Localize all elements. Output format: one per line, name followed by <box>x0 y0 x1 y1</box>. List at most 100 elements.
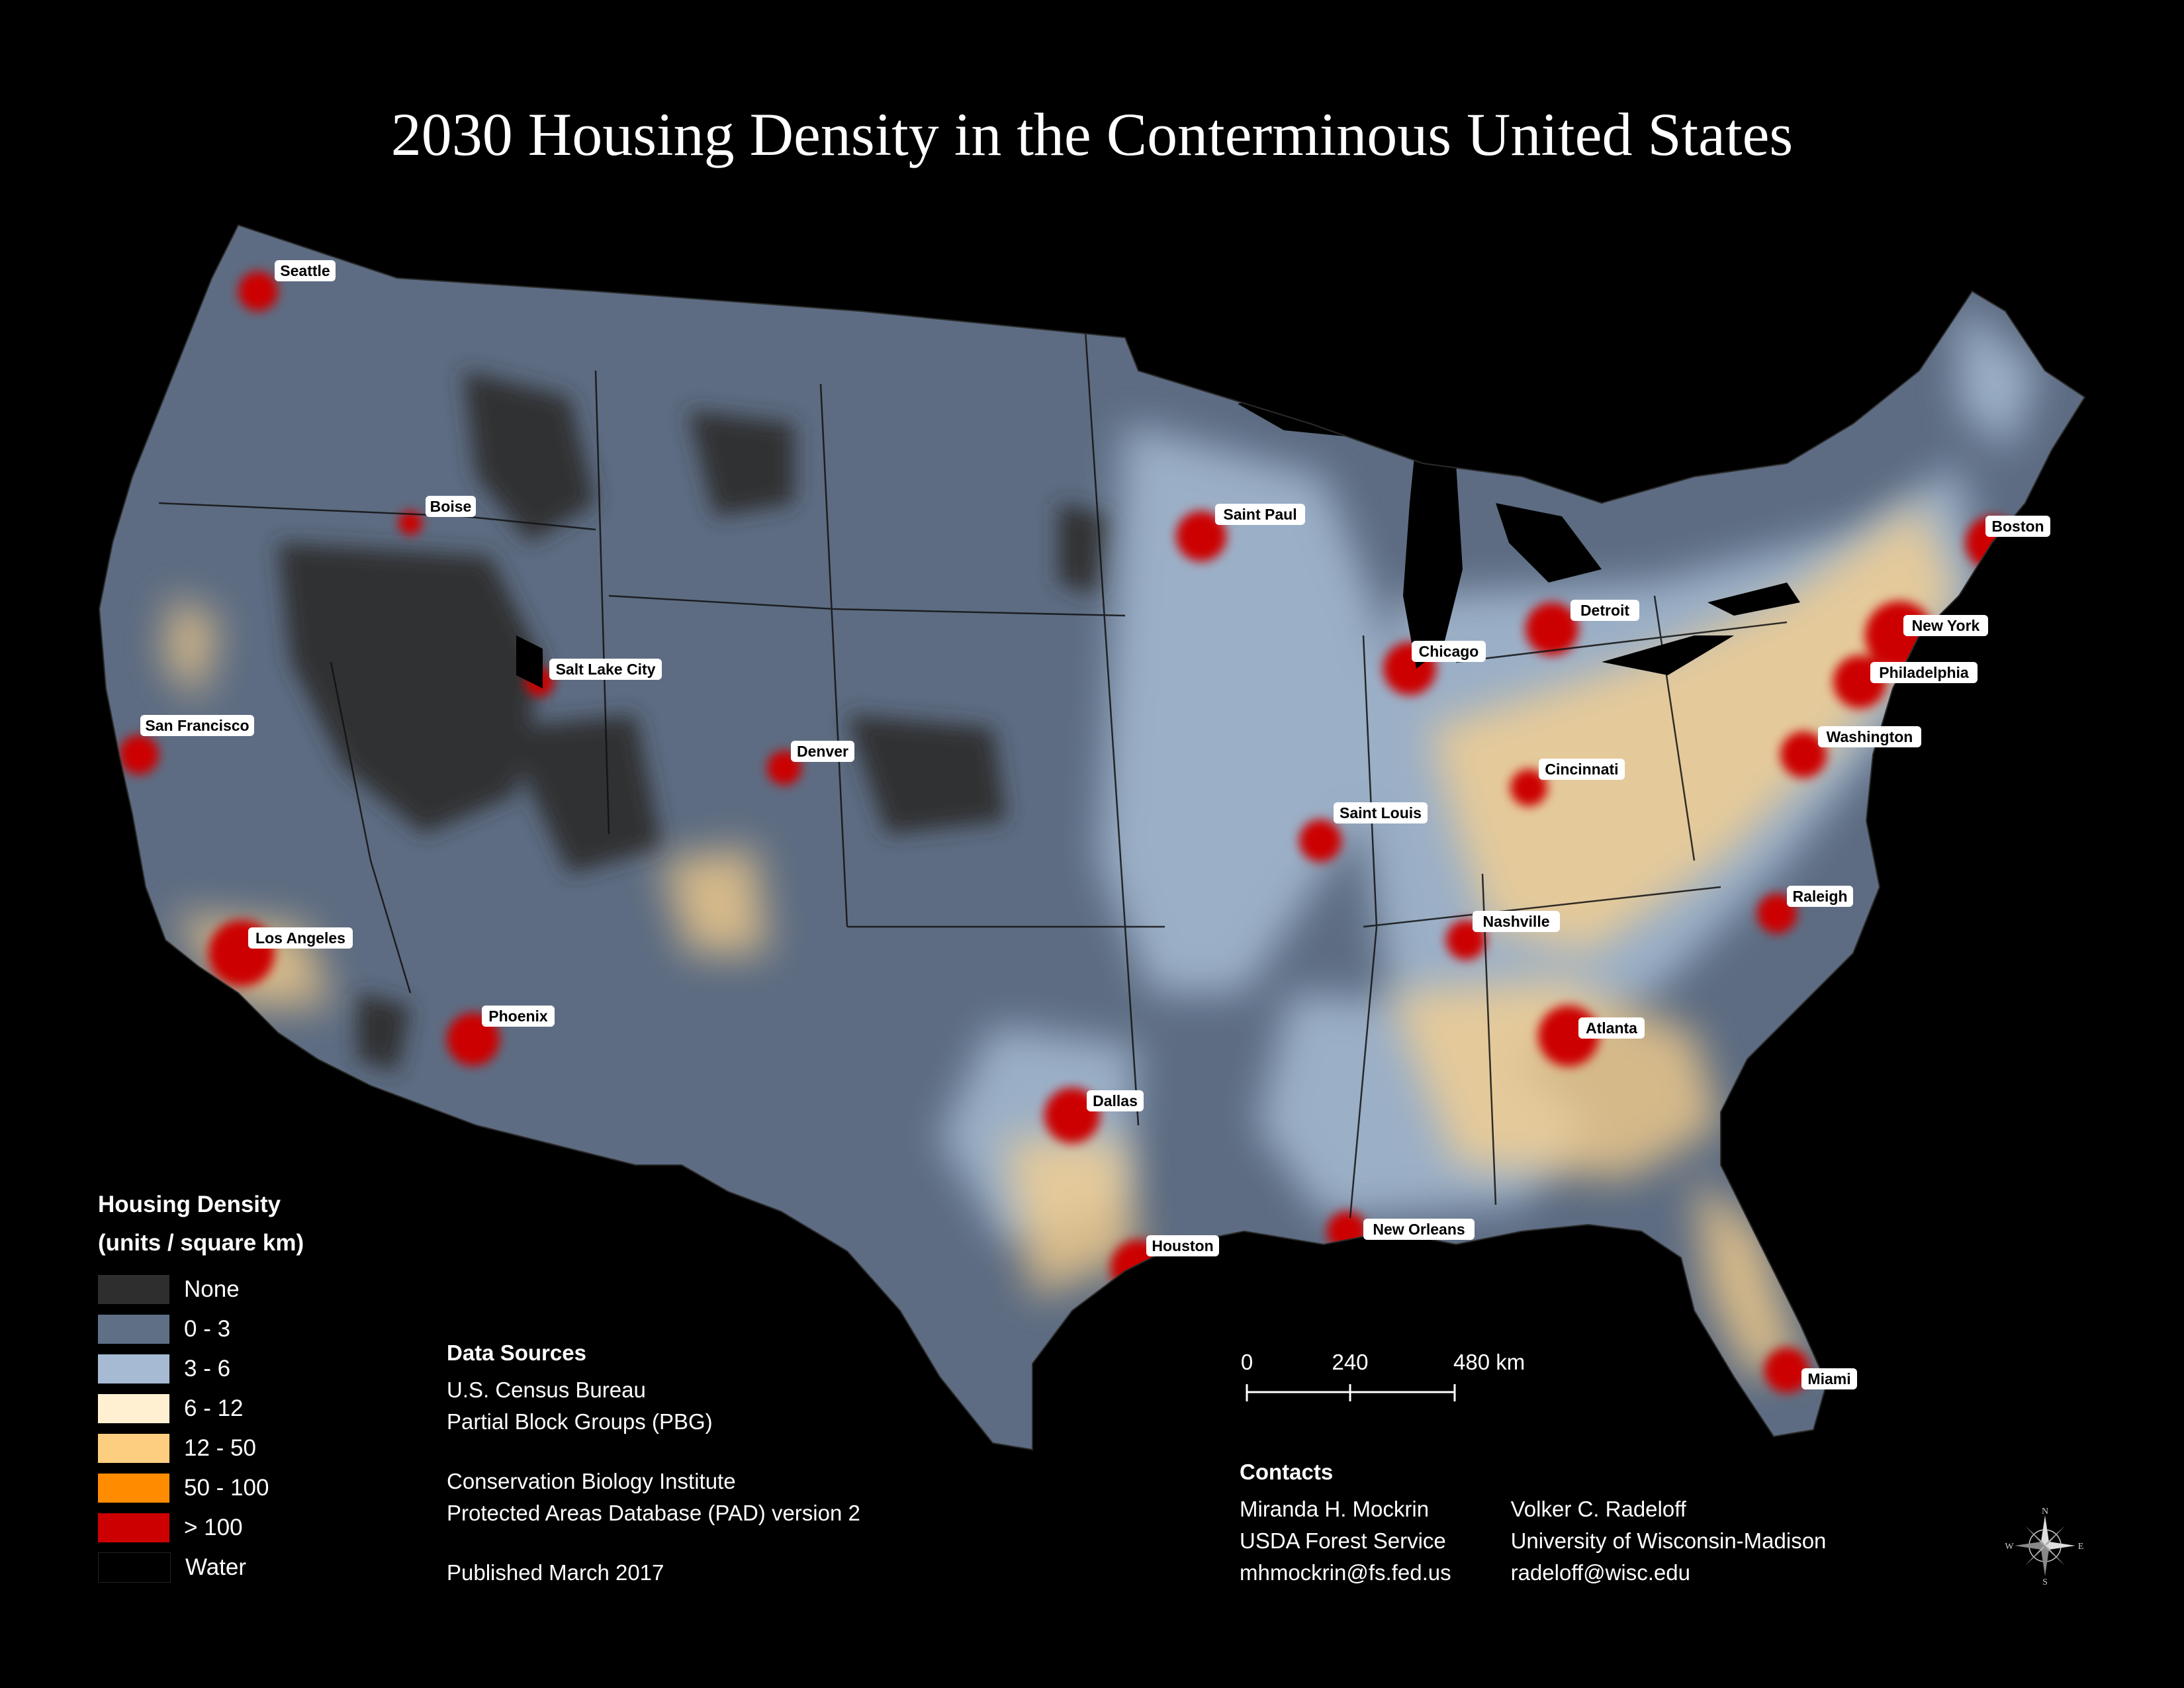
contact-org: USDA Forest Service <box>1240 1528 1446 1553</box>
legend-label: 12 - 50 <box>184 1435 256 1461</box>
legend-title-line2: (units / square km) <box>98 1230 304 1256</box>
legend: Housing Density (units / square km) None… <box>98 1192 304 1587</box>
city-label-text: Nashville <box>1483 913 1550 930</box>
city-label-los-angeles: Los Angeles <box>248 927 353 949</box>
source-line: Conservation Biology Institute <box>447 1469 736 1493</box>
source-line: Protected Areas Database (PAD) version 2 <box>447 1501 860 1525</box>
published-date: Published March 2017 <box>447 1560 664 1585</box>
legend-item: > 100 <box>98 1508 304 1548</box>
legend-swatch-50-100 <box>98 1474 169 1503</box>
contact-email: mhmockrin@fs.fed.us <box>1240 1560 1451 1585</box>
legend-item: 3 - 6 <box>98 1349 304 1389</box>
city-label-text: Washington <box>1827 728 1913 745</box>
contacts-heading: Contacts <box>1240 1460 1334 1484</box>
scale-tick-label: 0 <box>1241 1350 1253 1374</box>
legend-swatch-water <box>98 1552 171 1583</box>
city-label-text: Atlanta <box>1586 1019 1637 1037</box>
contact-name: Volker C. Radeloff <box>1510 1497 1686 1521</box>
legend-label: 3 - 6 <box>184 1356 231 1382</box>
city-label-text: Chicago <box>1419 643 1479 660</box>
contact-org: University of Wisconsin-Madison <box>1510 1528 1827 1553</box>
city-label-new-orleans: New Orleans <box>1363 1219 1475 1240</box>
city-labels: Seattle Boise Salt Lake City San Francis… <box>140 260 2050 1389</box>
legend-swatch-6-12 <box>98 1394 169 1423</box>
legend-item: 12 - 50 <box>98 1429 304 1468</box>
city-label-denver: Denver <box>791 741 854 762</box>
city-label-detroit: Detroit <box>1570 600 1639 621</box>
city-label-chicago: Chicago <box>1412 641 1486 662</box>
legend-item: 6 - 12 <box>98 1389 304 1429</box>
city-label-miami: Miami <box>1801 1368 1857 1389</box>
city-label-text: Dallas <box>1093 1092 1138 1109</box>
city-label-text: Saint Paul <box>1223 506 1297 523</box>
legend-title: Housing Density (units / square km) <box>98 1192 304 1256</box>
city-label-text: Salt Lake City <box>556 661 656 678</box>
legend-title-line1: Housing Density <box>98 1192 281 1217</box>
legend-swatch-3-6 <box>98 1354 169 1383</box>
city-label-atlanta: Atlanta <box>1578 1017 1645 1039</box>
city-label-new-york: New York <box>1903 615 1988 636</box>
city-label-text: Houston <box>1152 1237 1213 1254</box>
legend-item: None <box>98 1270 304 1309</box>
city-label-salt-lake-city: Salt Lake City <box>549 659 662 680</box>
city-label-text: Los Angeles <box>255 929 345 947</box>
city-label-phoenix: Phoenix <box>482 1006 555 1027</box>
city-label-text: San Francisco <box>145 717 249 734</box>
city-label-text: New Orleans <box>1373 1221 1465 1238</box>
compass-e: E <box>2078 1542 2084 1552</box>
legend-label: 0 - 3 <box>184 1316 231 1342</box>
city-label-houston: Houston <box>1146 1235 1219 1256</box>
city-label-text: Saint Louis <box>1340 804 1422 821</box>
city-label-philadelphia: Philadelphia <box>1870 662 1978 683</box>
compass-n: N <box>2042 1507 2048 1517</box>
legend-item: 50 - 100 <box>98 1468 304 1508</box>
legend-label: > 100 <box>184 1515 243 1540</box>
map-title: 2030 Housing Density in the Conterminous… <box>390 101 1794 168</box>
city-label-text: Boston <box>1991 518 2044 535</box>
city-label-san-francisco: San Francisco <box>140 715 254 736</box>
city-label-text: Phoenix <box>488 1008 548 1025</box>
legend-swatch-none <box>98 1275 169 1304</box>
city-label-raleigh: Raleigh <box>1787 886 1853 907</box>
city-label-text: Raleigh <box>1792 888 1847 905</box>
city-label-dallas: Dallas <box>1087 1090 1144 1111</box>
source-line: U.S. Census Bureau <box>447 1378 646 1402</box>
city-label-text: Cincinnati <box>1545 761 1618 778</box>
contact-name: Miranda H. Mockrin <box>1240 1497 1430 1521</box>
great-lakes <box>516 391 1800 688</box>
legend-swatch-12-50 <box>98 1434 169 1463</box>
scale-tick-label: 240 <box>1332 1350 1368 1374</box>
scale-tick-label: 480 km <box>1453 1350 1525 1374</box>
data-sources-heading: Data Sources <box>447 1340 586 1365</box>
city-label-saint-louis: Saint Louis <box>1334 802 1428 823</box>
city-label-text: New York <box>1912 617 1980 634</box>
legend-label: 6 - 12 <box>184 1395 244 1421</box>
data-sources: Data Sources U.S. Census Bureau Partial … <box>447 1337 860 1589</box>
city-label-text: Seattle <box>280 262 330 279</box>
city-label-text: Miami <box>1807 1370 1850 1387</box>
legend-swatch-over-100 <box>98 1513 169 1542</box>
compass-rose-icon: N S W E <box>2005 1507 2084 1585</box>
compass-w: W <box>2005 1542 2014 1552</box>
city-label-text: Denver <box>797 743 848 760</box>
legend-label: Water <box>185 1554 247 1580</box>
city-label-text: Boise <box>430 498 472 515</box>
city-label-washington: Washington <box>1818 726 1921 747</box>
city-label-nashville: Nashville <box>1473 911 1560 932</box>
legend-item: Water <box>98 1548 304 1587</box>
contacts: Contacts Miranda H. Mockrin USDA Forest … <box>1240 1456 1826 1589</box>
compass-s: S <box>2042 1577 2048 1585</box>
city-label-text: Detroit <box>1580 602 1629 619</box>
undeveloped-none-areas <box>278 371 1112 1072</box>
scale-bar: 0 240 480 km <box>1241 1350 1525 1401</box>
contact-person-2: Volker C. Radeloff University of Wiscons… <box>1511 1493 1827 1589</box>
source-line: Partial Block Groups (PBG) <box>447 1409 713 1434</box>
contact-person-1: Miranda H. Mockrin USDA Forest Service m… <box>1240 1493 1451 1589</box>
city-label-text: Philadelphia <box>1879 664 1969 681</box>
legend-swatch-0-3 <box>98 1315 169 1344</box>
city-label-boise: Boise <box>426 496 476 517</box>
city-label-seattle: Seattle <box>275 260 336 281</box>
legend-label: None <box>184 1276 240 1302</box>
